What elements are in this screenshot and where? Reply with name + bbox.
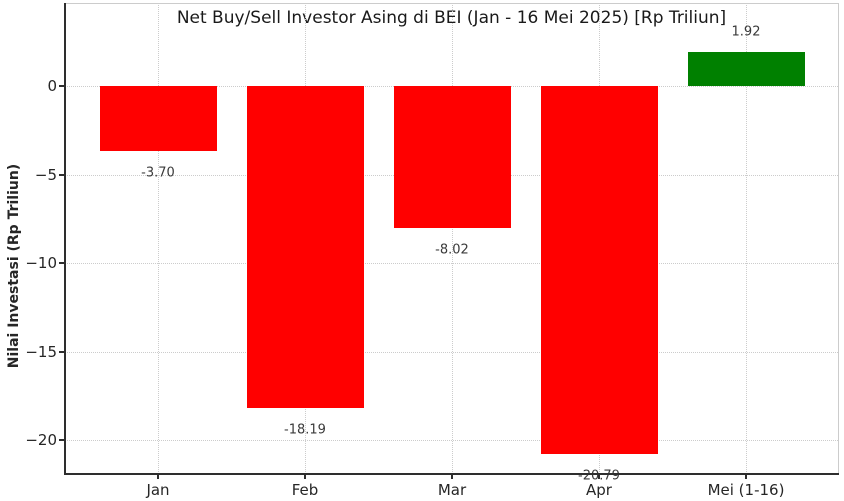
- y-tick-mark: [59, 350, 64, 353]
- bar-feb: [246, 86, 364, 408]
- x-tick-mark: [598, 474, 600, 479]
- bar-mei-1-16-: [687, 52, 805, 86]
- y-tick-mark: [59, 173, 64, 176]
- axis-spine-top: [65, 3, 839, 4]
- x-tick-mark: [745, 474, 747, 479]
- bar-mar: [393, 86, 511, 228]
- y-tick-label: −10: [25, 254, 57, 272]
- x-tick-label: Feb: [291, 481, 319, 499]
- x-tick-mark: [304, 474, 306, 479]
- h-gridline: [65, 351, 838, 353]
- x-tick-label: Mar: [437, 481, 467, 499]
- y-tick-mark: [59, 85, 64, 87]
- x-tick-mark: [451, 474, 453, 479]
- h-gridline: [65, 263, 838, 264]
- chart-title: Net Buy/Sell Investor Asing di BEI (Jan …: [176, 8, 727, 28]
- value-label: -8.02: [435, 242, 469, 258]
- bar-apr: [540, 86, 658, 454]
- v-gridline: [746, 3, 747, 474]
- x-tick-label: Jan: [146, 481, 170, 499]
- y-tick-label: 0: [47, 77, 57, 95]
- bar-jan: [99, 86, 217, 152]
- v-gridline: [158, 3, 159, 474]
- axis-spine-right: [838, 3, 839, 474]
- y-tick-label: −5: [34, 165, 57, 184]
- value-label: -3.70: [141, 165, 175, 181]
- value-label: 1.92: [731, 24, 761, 40]
- x-tick-mark: [157, 474, 159, 479]
- x-tick-label: Mei (1-16): [707, 481, 785, 499]
- axis-spine-left: [64, 3, 66, 474]
- y-tick-mark: [59, 262, 64, 264]
- v-gridline: [452, 3, 453, 474]
- value-label: -18.19: [284, 422, 326, 438]
- y-tick-label: −15: [25, 342, 57, 361]
- x-tick-label: Apr: [586, 481, 612, 499]
- y-tick-mark: [59, 439, 64, 441]
- h-gridline: [65, 440, 838, 441]
- y-tick-label: −20: [25, 431, 57, 449]
